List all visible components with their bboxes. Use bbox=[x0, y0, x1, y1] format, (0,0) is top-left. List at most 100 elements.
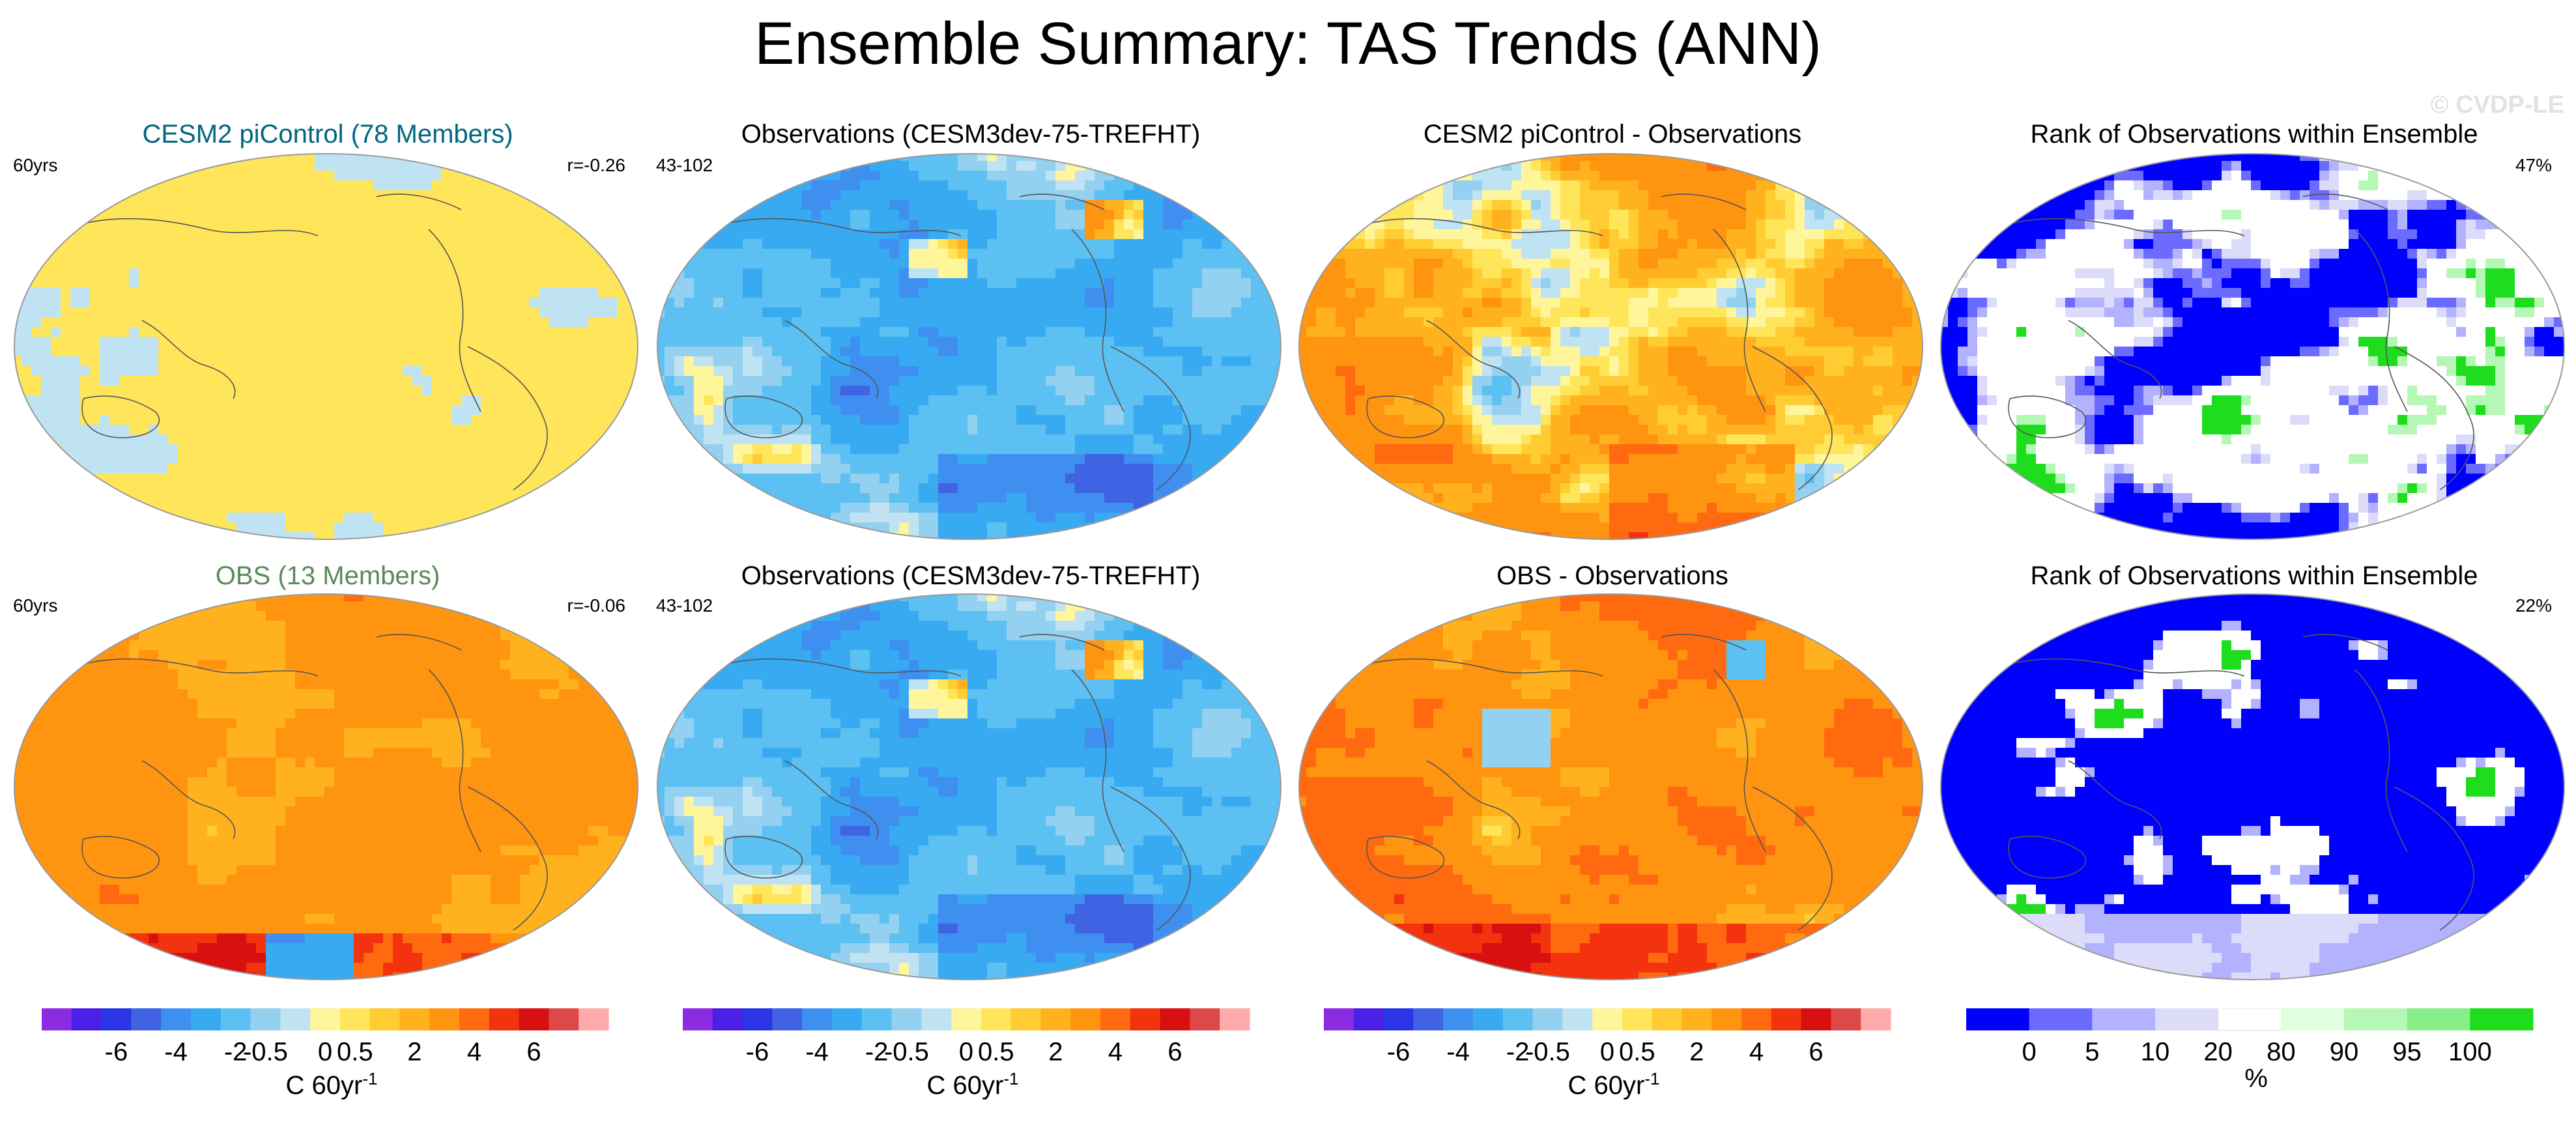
watermark: © CVDP-LE bbox=[2431, 91, 2564, 119]
colorbar-tick-label: -6 bbox=[1387, 1038, 1410, 1066]
panel-left-label: 43-102 bbox=[656, 155, 713, 176]
colorbar: 0 5 10 20 80 90 95 100% bbox=[1966, 1008, 2546, 1113]
colorbar-swatch bbox=[1070, 1008, 1101, 1030]
colorbar-swatch bbox=[802, 1008, 833, 1030]
colorbar-tick-label: 0 bbox=[2022, 1038, 2037, 1066]
colorbar-tick-label: -6 bbox=[746, 1038, 769, 1066]
colorbar-swatch bbox=[2407, 1008, 2470, 1030]
colorbar-scale: 0 5 10 20 80 90 95 100 bbox=[1966, 1008, 2534, 1066]
colorbar-swatch bbox=[1682, 1008, 1712, 1030]
map-rank1 bbox=[1940, 153, 2565, 540]
colorbar-tick-label: 0.5 bbox=[1619, 1038, 1655, 1066]
colorbar-swatch bbox=[1190, 1008, 1220, 1030]
map-outline bbox=[14, 593, 638, 980]
colorbar-tick-label: 0 bbox=[959, 1038, 973, 1066]
colorbar-units: C 60yr bbox=[286, 1071, 363, 1100]
colorbar-tick-label: -2 bbox=[224, 1038, 248, 1066]
map-panel: Rank of Observations within Ensemble 47% bbox=[1938, 0, 2570, 1121]
colorbar: -6 -4 -2 -0.5 0 0.5 2 4 6 C 60yr-1 bbox=[1324, 1008, 1904, 1113]
map-panel: CESM2 piControl - Observations bbox=[1296, 0, 1928, 1121]
colorbar-swatch bbox=[339, 1008, 371, 1030]
colorbar-swatch bbox=[459, 1008, 490, 1030]
colorbar-swatch bbox=[250, 1008, 281, 1030]
colorbar-swatch bbox=[579, 1008, 609, 1030]
panel-title: Observations (CESM3dev-75-TREFHT) bbox=[655, 560, 1287, 591]
map-outline bbox=[1298, 593, 1923, 980]
page-title: Ensemble Summary: TAS Trends (ANN) bbox=[0, 8, 2576, 79]
colorbar-swatch bbox=[1622, 1008, 1653, 1030]
colorbar-tick-label: 0 bbox=[1600, 1038, 1614, 1066]
map-field bbox=[1941, 594, 2564, 980]
panel-left-label: 60yrs bbox=[13, 155, 57, 176]
map-obs_ens bbox=[14, 593, 638, 980]
colorbar: -6 -4 -2 -0.5 0 0.5 2 4 6 C 60yr-1 bbox=[42, 1008, 622, 1113]
colorbar-swatch bbox=[369, 1008, 400, 1030]
colorbar-swatch bbox=[1711, 1008, 1742, 1030]
panel-left-label: 60yrs bbox=[13, 595, 57, 616]
panel-title: Observations (CESM3dev-75-TREFHT) bbox=[655, 119, 1287, 150]
map-panel: Observations (CESM3dev-75-TREFHT) 43-102 bbox=[655, 0, 1287, 1121]
colorbar-swatch bbox=[2155, 1008, 2219, 1030]
colorbar-swatch bbox=[429, 1008, 460, 1030]
colorbar-swatch bbox=[519, 1008, 549, 1030]
colorbar-tick-label: 5 bbox=[2085, 1038, 2099, 1066]
colorbar-swatch bbox=[1413, 1008, 1444, 1030]
colorbar-tick-label: -2 bbox=[1506, 1038, 1530, 1066]
colorbar-swatch bbox=[2218, 1008, 2282, 1031]
colorbar-swatch bbox=[2281, 1008, 2345, 1030]
colorbar-tick-label: 4 bbox=[467, 1038, 481, 1066]
panel-right-label: r=-0.26 bbox=[567, 155, 626, 176]
colorbar-swatch bbox=[1383, 1008, 1414, 1030]
colorbar-tick-label: 2 bbox=[407, 1038, 422, 1066]
colorbar-swatch bbox=[921, 1008, 952, 1030]
map-outline bbox=[657, 153, 1281, 540]
map-observations bbox=[657, 593, 1281, 980]
map-panel: OBS - Observations bbox=[1296, 0, 1928, 1121]
colorbar-swatch bbox=[71, 1008, 102, 1030]
map-panel: Rank of Observations within Ensemble 22% bbox=[1938, 0, 2570, 1121]
coastline bbox=[37, 634, 548, 931]
colorbar-tick-label: 10 bbox=[2141, 1038, 2170, 1066]
map-panel: CESM2 piControl (78 Members) 60yrs r=-0.26 bbox=[12, 0, 644, 1121]
panel-title: CESM2 piControl (78 Members) bbox=[12, 119, 644, 150]
panel-title: CESM2 piControl - Observations bbox=[1296, 119, 1928, 150]
colorbar-swatch bbox=[980, 1008, 1012, 1030]
colorbar-tick-label: -4 bbox=[805, 1038, 829, 1066]
colorbar-swatch bbox=[1220, 1008, 1250, 1030]
map-panel: Observations (CESM3dev-75-TREFHT) 43-102 bbox=[655, 0, 1287, 1121]
colorbar-tick-label: 2 bbox=[1048, 1038, 1063, 1066]
colorbar-swatch bbox=[772, 1008, 803, 1030]
colorbar-swatch bbox=[951, 1008, 982, 1030]
colorbar-swatch bbox=[1324, 1008, 1354, 1030]
colorbar-swatch bbox=[861, 1008, 893, 1030]
colorbar-swatch bbox=[2092, 1008, 2156, 1030]
colorbar-swatch bbox=[712, 1008, 743, 1030]
map-outline bbox=[14, 153, 638, 540]
colorbar-tick-label: -2 bbox=[865, 1038, 889, 1066]
colorbar-units: C 60yr bbox=[1568, 1071, 1645, 1100]
colorbar-swatch bbox=[190, 1008, 222, 1030]
panel-title: OBS (13 Members) bbox=[12, 560, 644, 591]
panel-right-label: r=-0.06 bbox=[567, 595, 626, 616]
colorbar-scale: -6 -4 -2-0.5 0 0.5 2 4 6 bbox=[42, 1008, 609, 1066]
colorbar-swatch bbox=[1443, 1008, 1474, 1030]
colorbar-swatch bbox=[1966, 1008, 2030, 1030]
colorbar-swatch bbox=[1592, 1008, 1623, 1030]
colorbar-units-exponent: -1 bbox=[1003, 1069, 1018, 1088]
colorbar-swatch bbox=[1502, 1008, 1534, 1030]
coastline bbox=[1322, 634, 1833, 931]
colorbar-tick-label: 0 bbox=[318, 1038, 332, 1066]
colorbar-tick-label: 80 bbox=[2267, 1038, 2296, 1066]
colorbar-swatch bbox=[42, 1008, 72, 1030]
colorbar-swatch bbox=[683, 1008, 713, 1030]
map-diff2 bbox=[1298, 593, 1923, 980]
map-rank2 bbox=[1940, 593, 2565, 980]
colorbar-tick-label: -0.5 bbox=[1525, 1038, 1570, 1066]
colorbar-swatch bbox=[1472, 1008, 1504, 1030]
colorbar-tick-label: 100 bbox=[2448, 1038, 2492, 1066]
colorbar-swatch bbox=[1831, 1008, 1861, 1030]
map-control bbox=[14, 153, 638, 540]
panel-title: Rank of Observations within Ensemble bbox=[1938, 560, 2570, 591]
colorbar-tick-label: -4 bbox=[1446, 1038, 1470, 1066]
colorbar-units-exponent: -1 bbox=[1644, 1069, 1659, 1088]
